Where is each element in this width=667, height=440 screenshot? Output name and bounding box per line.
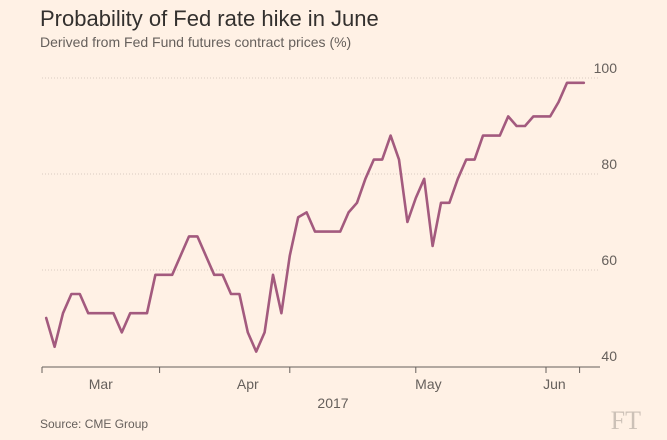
x-tick-label-jun: Jun xyxy=(543,376,566,392)
y-tick-label-40: 40 xyxy=(601,348,617,364)
x-tick-label-may: May xyxy=(415,376,441,392)
x-tick-label-apr: Apr xyxy=(237,376,259,392)
x-axis: Mar Apr May Jun 2017 xyxy=(41,366,600,411)
y-tick-label-100: 100 xyxy=(594,60,618,76)
series-lines xyxy=(44,81,586,353)
chart-title: Probability of Fed rate hike in June xyxy=(40,6,379,31)
ft-logo: FT xyxy=(610,406,641,435)
y-tick-label-60: 60 xyxy=(601,252,617,268)
series-line-0 xyxy=(44,81,586,353)
gridlines xyxy=(42,77,600,271)
x-year-label: 2017 xyxy=(317,395,348,411)
chart-subtitle: Derived from Fed Fund futures contract p… xyxy=(40,34,352,50)
x-tick-label-mar: Mar xyxy=(89,376,113,392)
source-note: Source: CME Group xyxy=(40,417,149,431)
y-axis-tick-labels: 40 60 80 100 xyxy=(594,60,618,364)
y-tick-label-80: 80 xyxy=(601,156,617,172)
